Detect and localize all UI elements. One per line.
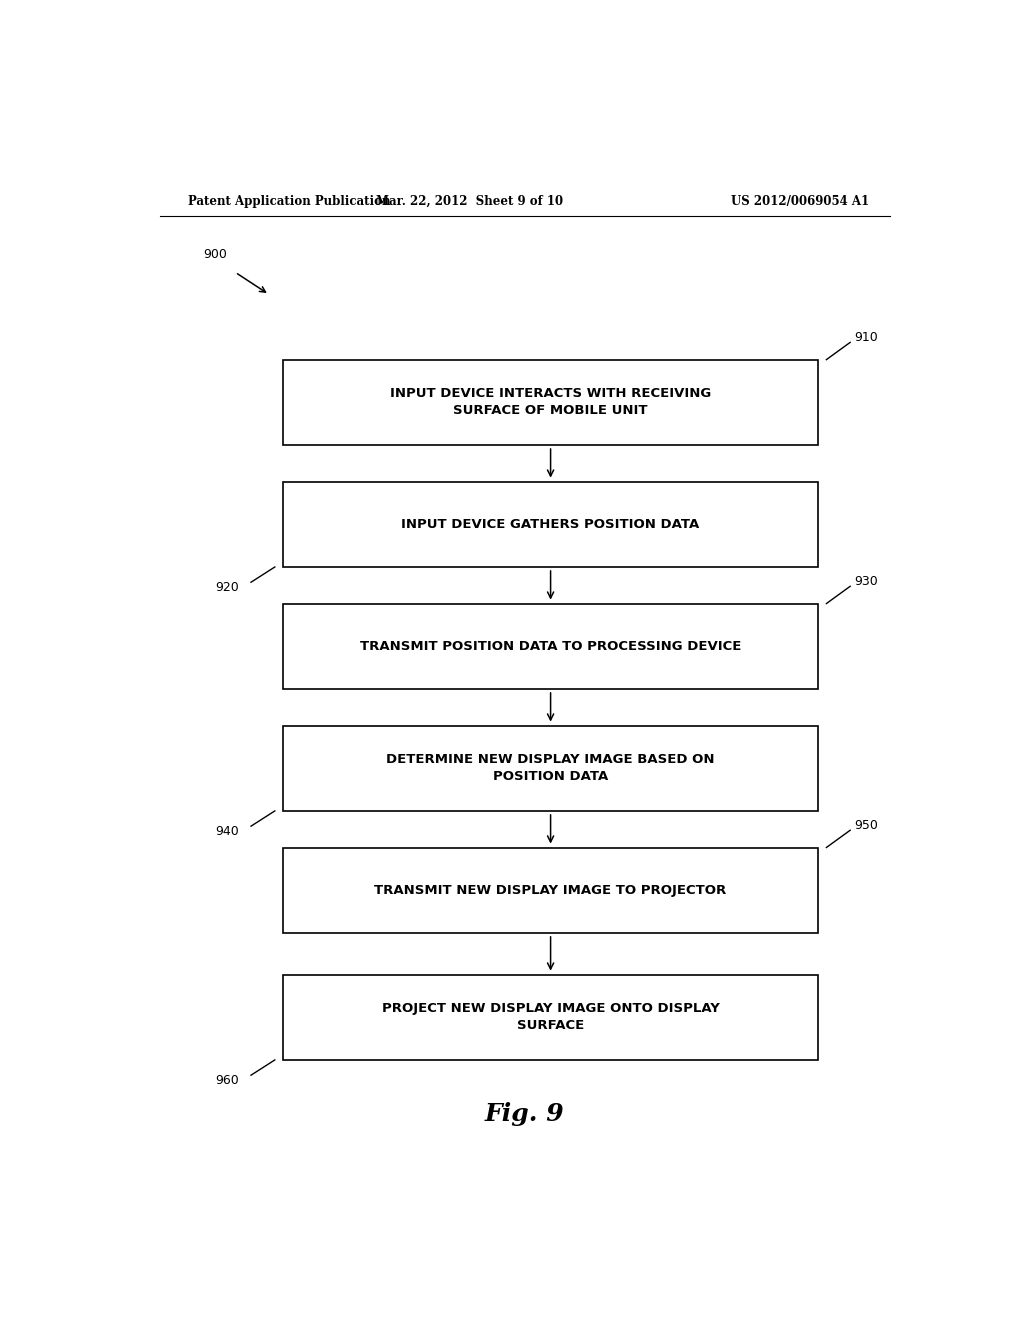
Text: 950: 950	[854, 818, 878, 832]
Text: 960: 960	[215, 1073, 239, 1086]
Text: Mar. 22, 2012  Sheet 9 of 10: Mar. 22, 2012 Sheet 9 of 10	[376, 194, 563, 207]
Text: INPUT DEVICE GATHERS POSITION DATA: INPUT DEVICE GATHERS POSITION DATA	[401, 517, 699, 531]
Text: Fig. 9: Fig. 9	[485, 1102, 564, 1126]
Text: 900: 900	[204, 248, 227, 261]
Text: 910: 910	[854, 331, 878, 343]
Text: 930: 930	[854, 574, 878, 587]
Text: US 2012/0069054 A1: US 2012/0069054 A1	[731, 194, 869, 207]
Text: TRANSMIT POSITION DATA TO PROCESSING DEVICE: TRANSMIT POSITION DATA TO PROCESSING DEV…	[359, 640, 741, 653]
Text: INPUT DEVICE INTERACTS WITH RECEIVING
SURFACE OF MOBILE UNIT: INPUT DEVICE INTERACTS WITH RECEIVING SU…	[390, 387, 712, 417]
Text: 940: 940	[215, 825, 239, 838]
FancyBboxPatch shape	[283, 603, 818, 689]
Text: Patent Application Publication: Patent Application Publication	[187, 194, 390, 207]
Text: 920: 920	[215, 581, 239, 594]
FancyBboxPatch shape	[283, 847, 818, 933]
FancyBboxPatch shape	[283, 482, 818, 568]
Text: PROJECT NEW DISPLAY IMAGE ONTO DISPLAY
SURFACE: PROJECT NEW DISPLAY IMAGE ONTO DISPLAY S…	[382, 1002, 720, 1032]
FancyBboxPatch shape	[283, 974, 818, 1060]
Text: TRANSMIT NEW DISPLAY IMAGE TO PROJECTOR: TRANSMIT NEW DISPLAY IMAGE TO PROJECTOR	[375, 883, 727, 896]
FancyBboxPatch shape	[283, 359, 818, 445]
FancyBboxPatch shape	[283, 726, 818, 810]
Text: DETERMINE NEW DISPLAY IMAGE BASED ON
POSITION DATA: DETERMINE NEW DISPLAY IMAGE BASED ON POS…	[386, 754, 715, 783]
